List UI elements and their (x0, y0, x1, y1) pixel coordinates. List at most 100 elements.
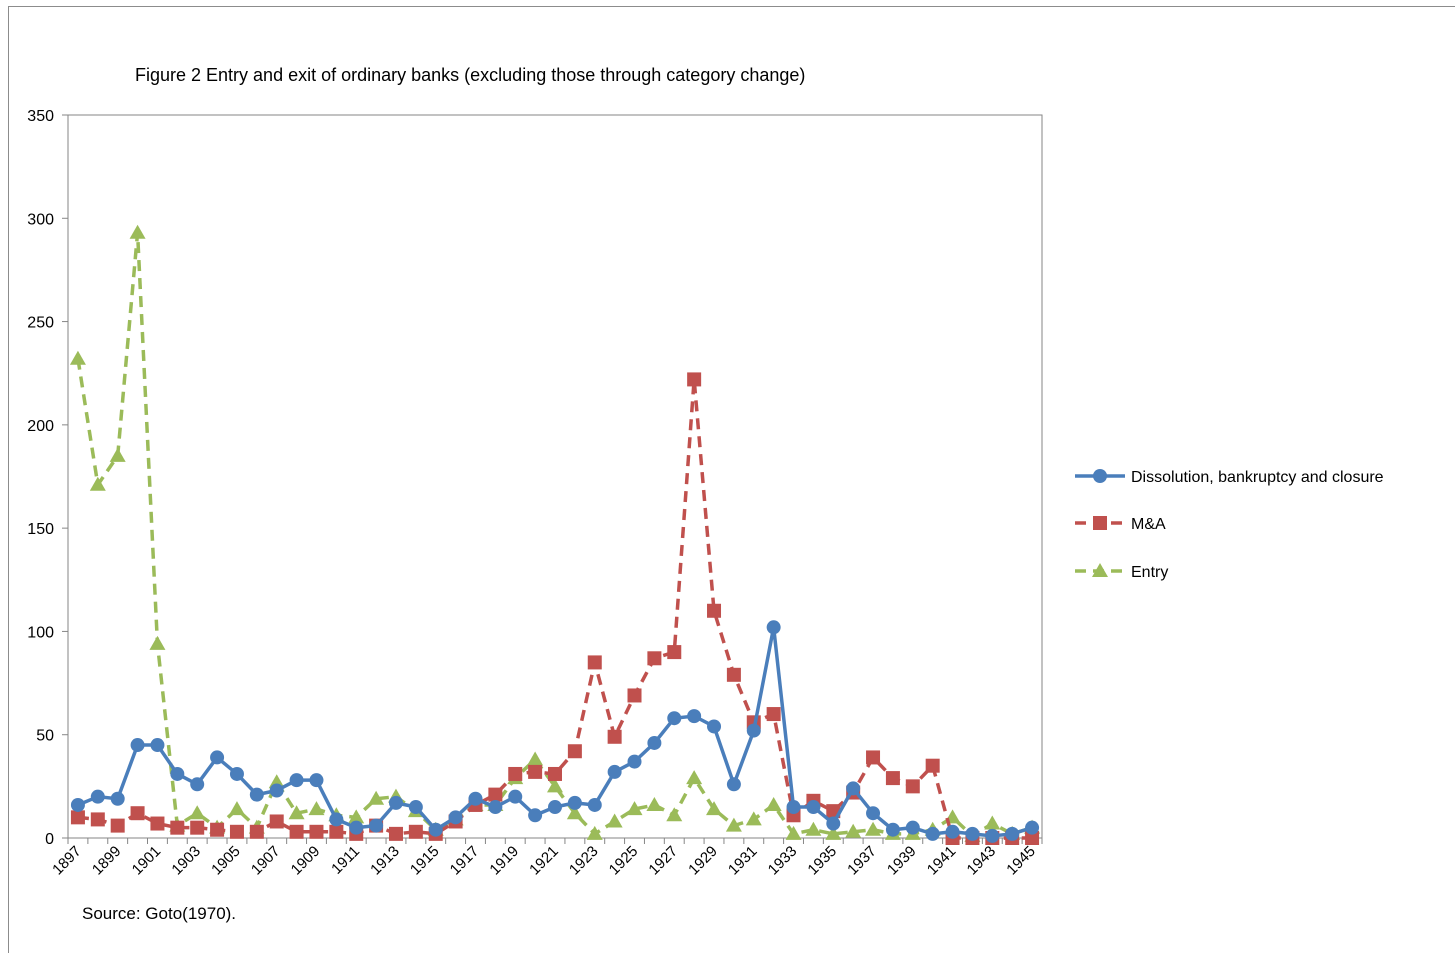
data-point (905, 779, 920, 794)
x-tick-label: 1911 (328, 843, 363, 878)
x-tick-label: 1931 (725, 843, 761, 879)
data-point (627, 688, 642, 703)
data-point (607, 729, 622, 744)
data-point (647, 735, 662, 750)
data-point (925, 758, 940, 773)
x-tick-label: 1919 (486, 843, 522, 879)
y-tick-label: 150 (27, 521, 54, 538)
data-point (210, 750, 225, 765)
data-point (627, 754, 642, 769)
data-point (269, 814, 284, 829)
data-point (587, 797, 602, 812)
data-point (667, 711, 682, 726)
x-tick-label: 1897 (49, 843, 85, 879)
x-tick-label: 1945 (1003, 843, 1039, 879)
data-point (984, 815, 1001, 830)
source-note: Source: Goto(1970). (82, 904, 236, 923)
x-tick-label: 1913 (367, 843, 403, 879)
data-point (866, 806, 881, 821)
series-ma (70, 372, 1040, 845)
data-point (228, 801, 245, 816)
data-point (229, 766, 244, 781)
x-tick-label: 1941 (924, 843, 960, 879)
data-point (687, 372, 702, 387)
data-point (866, 750, 881, 765)
data-point (369, 818, 384, 833)
x-tick-label: 1923 (566, 843, 602, 879)
x-tick-label: 1901 (129, 843, 165, 879)
data-point (805, 821, 822, 836)
data-point (606, 813, 623, 828)
data-point (329, 824, 344, 839)
data-point (488, 800, 503, 815)
legend: Dissolution, bankruptcy and closure M&A En… (1075, 469, 1384, 581)
x-tick-label: 1943 (964, 843, 1000, 879)
data-point (229, 824, 244, 839)
data-point (170, 820, 185, 835)
data-point (666, 807, 683, 822)
data-point (566, 805, 583, 820)
data-point (130, 738, 145, 753)
data-point (905, 820, 920, 835)
data-point (646, 796, 663, 811)
data-point (706, 801, 723, 816)
data-point (69, 350, 86, 365)
data-point (766, 707, 781, 722)
x-tick-label: 1939 (884, 843, 920, 879)
data-point (846, 781, 861, 796)
series-dissolution (70, 620, 1040, 843)
data-point (865, 821, 882, 836)
data-point (448, 810, 463, 825)
data-point (745, 811, 762, 826)
data-point (468, 791, 483, 806)
plot-area-border (67, 114, 1043, 839)
x-tick-label: 1899 (89, 843, 125, 879)
data-point (965, 826, 980, 841)
data-point (707, 719, 722, 734)
y-tick-label: 50 (36, 728, 54, 745)
data-point (587, 655, 602, 670)
chart-frame (8, 6, 1455, 953)
x-tick-label: 1933 (765, 843, 801, 879)
data-point (726, 777, 741, 792)
data-point (765, 796, 782, 811)
data-point (527, 751, 544, 766)
data-point (190, 820, 205, 835)
data-point (508, 789, 523, 804)
data-point (349, 820, 364, 835)
x-tick-label: 1929 (685, 843, 721, 879)
data-point (70, 797, 85, 812)
data-point (945, 824, 960, 839)
x-tick-label: 1935 (804, 843, 840, 879)
data-point (149, 635, 166, 650)
data-point (806, 800, 821, 815)
legend-marker (1092, 563, 1108, 577)
data-point (268, 774, 285, 789)
data-point (308, 801, 325, 816)
y-tick-label: 200 (27, 418, 54, 435)
data-point (746, 723, 761, 738)
legend-label: M&A (1131, 516, 1166, 533)
data-point (488, 787, 503, 802)
legend-marker (1093, 469, 1107, 483)
data-point (89, 476, 106, 491)
data-point (726, 667, 741, 682)
data-point (110, 818, 125, 833)
data-point (129, 224, 146, 239)
data-point (548, 766, 562, 781)
data-point (885, 771, 900, 786)
x-tick-label: 1909 (288, 843, 324, 879)
data-point (309, 773, 324, 788)
data-point (408, 800, 423, 815)
data-point (786, 800, 801, 815)
data-point (1025, 831, 1040, 845)
data-point (70, 810, 85, 825)
data-point (110, 791, 125, 806)
series-line (76, 231, 1033, 838)
x-tick-label: 1925 (606, 843, 642, 879)
series-entry (69, 224, 1041, 842)
data-point (388, 795, 403, 810)
data-point (607, 764, 622, 779)
chart-title: Figure 2 Entry and exit of ordinary bank… (135, 65, 805, 85)
data-point (845, 823, 862, 838)
